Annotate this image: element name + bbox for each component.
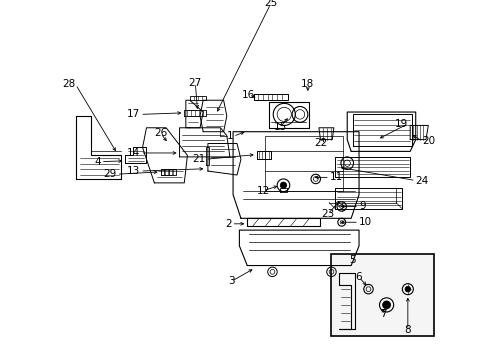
- Text: 7: 7: [380, 309, 386, 319]
- Text: 21: 21: [192, 154, 205, 164]
- Text: 12: 12: [256, 186, 269, 196]
- Text: 14: 14: [127, 148, 140, 158]
- Text: 20: 20: [421, 136, 434, 146]
- Text: 26: 26: [154, 128, 167, 138]
- Text: 11: 11: [329, 172, 343, 183]
- Bar: [331, 254, 433, 336]
- Text: 18: 18: [301, 80, 314, 90]
- Text: 4: 4: [94, 157, 101, 167]
- Text: 5: 5: [349, 255, 355, 265]
- Text: 25: 25: [264, 0, 277, 8]
- Text: 16: 16: [242, 90, 255, 100]
- Text: 27: 27: [188, 78, 202, 88]
- Circle shape: [404, 287, 410, 292]
- Text: 24: 24: [415, 176, 428, 185]
- Circle shape: [382, 301, 390, 309]
- Text: 6: 6: [355, 273, 362, 282]
- Text: 1: 1: [226, 131, 233, 141]
- Text: 28: 28: [62, 80, 76, 90]
- Text: 8: 8: [404, 325, 410, 335]
- Text: 15: 15: [273, 122, 286, 132]
- Circle shape: [280, 182, 286, 188]
- Text: 17: 17: [127, 109, 140, 120]
- Text: 29: 29: [103, 169, 116, 179]
- Text: 9: 9: [358, 202, 365, 211]
- Text: 19: 19: [394, 119, 407, 129]
- Text: 3: 3: [228, 276, 234, 286]
- Text: 13: 13: [127, 166, 140, 176]
- Text: 2: 2: [224, 219, 231, 229]
- Text: 23: 23: [320, 210, 333, 219]
- Text: 10: 10: [358, 217, 371, 227]
- Text: 22: 22: [314, 138, 327, 148]
